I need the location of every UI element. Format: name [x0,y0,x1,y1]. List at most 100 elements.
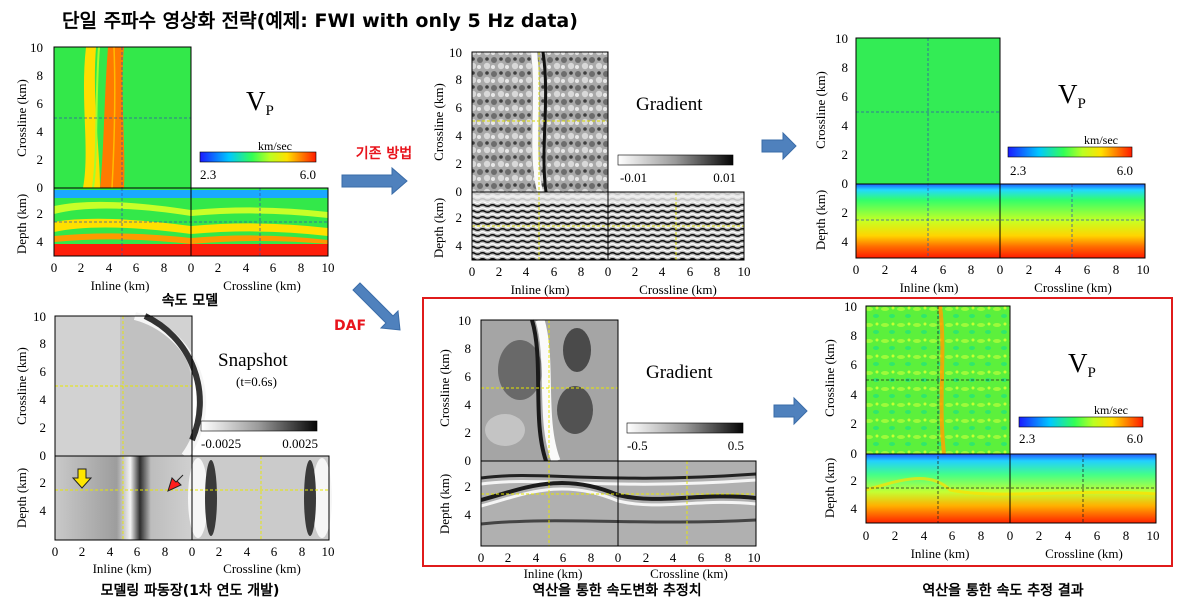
rc-tick-xc0: 0 [997,262,1004,277]
panel-result-conventional: Crossline (km) Depth (km) 0 2 4 6 8 10 2… [813,31,1150,295]
sn-crossline-x-label: Crossline (km) [223,561,301,576]
sn-crossline-lobe [304,460,316,536]
panel-gradient-conventional: Crossline (km) Depth (km) 0 2 4 6 8 10 2… [431,45,751,297]
rc-tick-x4: 4 [911,262,918,277]
source-arrow-icon [71,468,93,489]
rc-tick-c10: 10 [835,31,848,46]
gc-tick-c2: 2 [456,156,463,171]
rc-tick-x6: 6 [940,262,947,277]
sn-tick-c6: 6 [40,364,47,379]
gc-colorbar-min: -0.01 [620,170,647,185]
rc-depth-axis-label: Depth (km) [813,190,828,250]
vm-tick-c10: 10 [30,40,43,55]
sn-tick-c2: 2 [40,420,47,435]
rd-tick-c10: 10 [844,299,857,314]
gd-inline-x-label: Inline (km) [524,566,583,581]
arrow-conventional: 기존 방법 [341,145,412,196]
gd-tick-c2: 2 [465,425,472,440]
sn-tick-x6: 6 [134,544,141,559]
gd-tick-x2: 2 [505,550,512,565]
rd-anomaly-streak [938,305,946,455]
sn-tick-x0: 0 [52,544,59,559]
gd-reflector-dark [480,472,757,480]
rd-inline-axis-label: Inline (km) [911,546,970,561]
vm-tick-x4: 4 [106,260,113,275]
gd-tick-c8: 8 [465,341,472,356]
gc-tick-c10: 10 [449,45,462,60]
rd-depth-axis-label: Depth (km) [822,458,837,518]
gc-dark-streak [541,51,548,193]
rc-colorbar-max: 6.0 [1117,163,1133,178]
rd-tick-c6: 6 [851,357,858,372]
gc-bright-streak [531,51,543,193]
gd-tick-x6: 6 [560,550,567,565]
gd-gradient-label: Gradient [646,362,713,383]
vm-layer [54,233,191,244]
panel-snapshot: Crossline (km) Depth (km) 0 2 4 6 8 10 2… [14,309,335,599]
vm-layer-deep [191,244,328,256]
rd-tick-xc10: 10 [1147,528,1160,543]
rd-frame [865,453,1157,524]
rc-tick-c6: 6 [842,89,849,104]
vm-colorbar-unit: km/sec [258,139,292,153]
vm-tick-xc10: 10 [322,260,335,275]
gc-tick-xc0: 0 [605,264,612,279]
gc-top-view [472,52,608,192]
vm-crossline-x-label: Crossline (km) [223,278,301,293]
gd-depth-axis-label: Depth (km) [437,474,452,534]
rc-tick-xc6: 6 [1084,262,1091,277]
sn-snapshot-label: Snapshot [218,350,288,371]
gd-caption: 역산을 통한 속도변화 추정치 [532,582,701,599]
rd-tick-xc8: 8 [1123,528,1130,543]
vm-colorbar-min: 2.3 [200,167,216,182]
gc-colorbar-max: 0.01 [713,170,736,185]
sn-tick-xc0: 0 [189,544,196,559]
gd-depth-inline [481,461,618,546]
vm-tick-xc2: 2 [215,260,222,275]
gd-tick-d2: 2 [465,479,472,494]
gd-tick-x8: 8 [588,550,595,565]
gc-inline-axis-label: Inline (km) [511,282,570,297]
gd-tick-c10: 10 [458,313,471,328]
sn-tick-xc6: 6 [271,544,278,559]
rd-tick-d2: 2 [851,473,858,488]
rc-tick-c8: 8 [842,60,849,75]
rc-colorbar-min: 2.3 [1010,163,1026,178]
gd-colorbar-max: 0.5 [728,438,744,453]
sn-inline-axis-label: Inline (km) [93,561,152,576]
gd-tick-x4: 4 [533,550,540,565]
sn-tick-x4: 4 [107,544,114,559]
rc-tick-x8: 8 [968,262,975,277]
gc-tick-xc8: 8 [714,264,721,279]
rc-tick-xc2: 2 [1026,262,1033,277]
arrow-diagonal-icon [352,282,401,331]
rd-caption: 역산을 통한 속도 추정 결과 [922,582,1083,599]
sn-wavefront-dark [143,313,203,442]
gd-bright-streak [535,318,561,463]
rc-tick-c0: 0 [842,176,849,191]
gd-tick-c6: 6 [465,369,472,384]
vm-colorbar-max: 6.0 [300,167,316,182]
gc-tick-x4: 4 [523,264,530,279]
gd-tick-d4: 4 [465,507,472,522]
rd-tick-x2: 2 [892,528,899,543]
daf-highlight-box [422,297,1173,567]
vm-layer [54,218,191,234]
rc-tick-xc8: 8 [1113,262,1120,277]
gd-crossline-axis-label: Crossline (km) [437,349,452,427]
sn-crossline-lobe [312,458,332,538]
gc-crossline-x-label: Crossline (km) [639,282,717,297]
gc-tick-x6: 6 [551,264,558,279]
rd-vp-label: VP [1068,348,1096,381]
rc-colorbar [1007,146,1133,158]
rd-tick-xc6: 6 [1094,528,1101,543]
figure-title: 단일 주파수 영상화 전략(예제: FWI with only 5 Hz dat… [62,10,578,32]
rd-tick-xc0: 0 [1007,528,1014,543]
rc-colorbar-unit: km/sec [1084,133,1118,147]
vm-tick-c6: 6 [37,96,44,111]
arrow-right-icon [773,396,808,426]
sn-colorbar-min: -0.0025 [201,436,241,451]
sn-time-label: (t=0.6s) [236,374,277,389]
rd-tick-c4: 4 [851,387,858,402]
sn-crossline-lobe [188,458,208,538]
